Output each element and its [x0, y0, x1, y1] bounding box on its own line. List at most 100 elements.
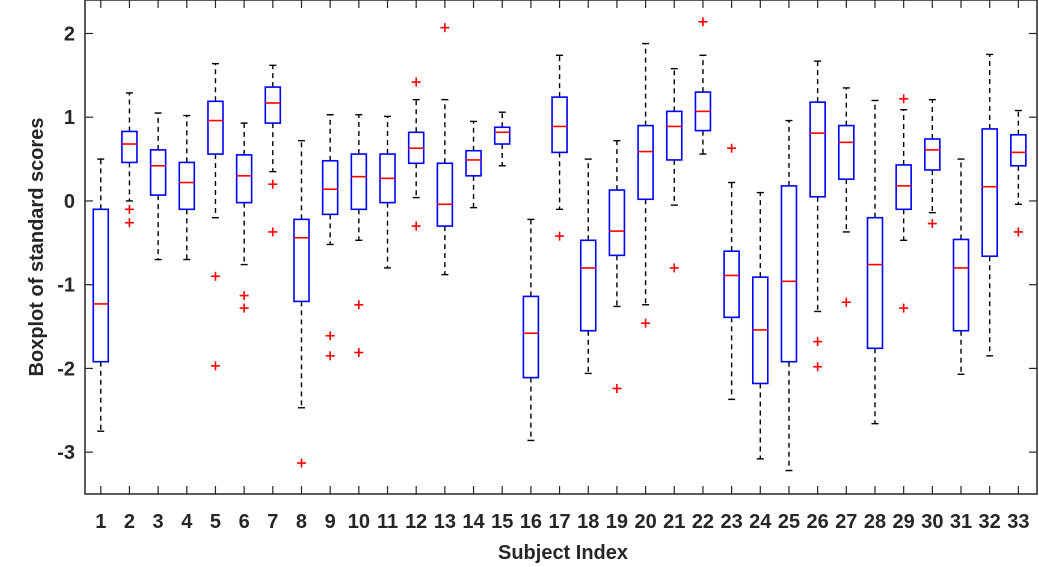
x-tick-label: 33	[1007, 511, 1029, 533]
box-group	[723, 143, 740, 401]
x-tick-label: 16	[520, 511, 542, 533]
box-group	[1010, 109, 1027, 237]
x-tick-label: 19	[606, 511, 628, 533]
x-tick-label: 8	[296, 511, 307, 533]
outlier-marker	[698, 17, 708, 27]
box	[207, 100, 224, 155]
x-tick-label: 13	[434, 511, 456, 533]
box	[608, 189, 626, 257]
outlier-marker	[354, 347, 364, 357]
box	[838, 124, 855, 180]
box-group	[981, 53, 998, 357]
x-tick-label: 5	[210, 511, 221, 533]
box	[235, 154, 253, 204]
box	[121, 130, 138, 164]
box-group	[207, 62, 224, 371]
box-group	[924, 98, 941, 229]
box-group	[608, 139, 626, 394]
box-group	[809, 60, 826, 372]
outlier-marker	[325, 331, 335, 341]
x-tick-label: 18	[577, 511, 599, 533]
box	[149, 149, 167, 196]
x-tick-label: 10	[348, 511, 370, 533]
box-group	[493, 111, 511, 167]
box	[436, 162, 454, 227]
x-tick-label: 1	[95, 511, 106, 533]
x-tick-label: 4	[181, 511, 193, 533]
box	[579, 239, 597, 332]
box-group	[637, 42, 654, 328]
box-group	[665, 67, 683, 273]
box	[780, 185, 798, 363]
x-tick-label: 21	[663, 511, 685, 533]
box-group	[838, 87, 855, 307]
box	[178, 161, 196, 211]
outlier-marker	[927, 219, 937, 229]
y-tick-label: 0	[64, 191, 75, 213]
box	[293, 218, 310, 303]
outlier-marker	[1013, 227, 1023, 237]
outlier-marker	[813, 337, 823, 347]
box-group	[92, 158, 110, 432]
outlier-marker	[210, 361, 220, 371]
x-tick-label: 2	[124, 511, 135, 533]
x-tick-label: 32	[979, 511, 1001, 533]
x-axis: 1 2 3 4 5 6 7 8 9 10 11 12 13 14 15 16 17 18 19 20 21 22 23 24 2…	[95, 0, 1029, 533]
outlier-marker	[411, 221, 421, 231]
plot-area-frame	[84, 0, 1038, 495]
x-tick-label: 26	[807, 511, 829, 533]
outlier-marker	[555, 231, 565, 241]
box-group	[780, 119, 798, 472]
box	[92, 208, 110, 363]
x-tick-label: 6	[239, 511, 250, 533]
plot-marks	[92, 17, 1027, 472]
box-group	[321, 114, 339, 361]
box-group	[579, 158, 597, 375]
box	[866, 216, 884, 350]
x-tick-label: 25	[778, 511, 800, 533]
x-tick-label: 29	[893, 511, 915, 533]
box	[522, 295, 540, 379]
box	[465, 149, 482, 177]
box-group	[235, 122, 253, 313]
outlier-marker	[296, 458, 306, 468]
box-group	[751, 191, 769, 460]
box	[321, 159, 339, 216]
box	[665, 110, 683, 161]
outlier-marker	[268, 227, 278, 237]
outlier-marker	[612, 384, 622, 394]
x-axis-label: Subject Index	[498, 542, 628, 564]
outlier-marker	[899, 94, 909, 104]
box-group	[866, 99, 884, 425]
x-tick-label: 14	[462, 511, 485, 533]
box-group	[350, 114, 368, 357]
box-group	[121, 92, 138, 228]
outlier-marker	[325, 351, 335, 361]
box	[924, 138, 941, 171]
box-group	[436, 23, 454, 276]
x-tick-label: 15	[491, 511, 513, 533]
outlier-marker	[899, 303, 909, 313]
y-tick-label: -3	[57, 442, 75, 464]
outlier-marker	[727, 143, 737, 153]
outlier-marker	[268, 179, 278, 189]
outlier-marker	[354, 300, 364, 310]
x-tick-label: 11	[377, 511, 398, 533]
outlier-marker	[239, 291, 249, 301]
x-tick-label: 9	[325, 511, 336, 533]
x-tick-label: 28	[864, 511, 886, 533]
x-tick-label: 30	[921, 511, 943, 533]
box-group	[379, 115, 396, 269]
box	[493, 126, 511, 145]
outlier-marker	[669, 263, 679, 273]
y-axis-label: Boxplot of standard scores	[26, 118, 48, 377]
outlier-marker	[239, 303, 249, 313]
box	[895, 164, 912, 211]
box	[637, 124, 654, 201]
y-tick-label: -1	[57, 275, 75, 297]
box-group	[522, 218, 540, 442]
x-tick-label: 17	[548, 511, 570, 533]
x-tick-label: 3	[153, 511, 164, 533]
y-tick-label: 2	[64, 23, 75, 45]
